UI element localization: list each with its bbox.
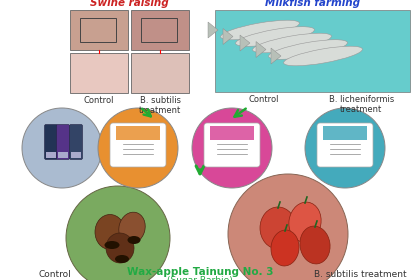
FancyBboxPatch shape (323, 126, 367, 140)
Text: B. subtilis
treatment: B. subtilis treatment (139, 96, 181, 115)
FancyBboxPatch shape (69, 125, 82, 160)
Text: Wax-apple Tainung No. 3: Wax-apple Tainung No. 3 (127, 267, 273, 277)
Text: (Sugar Barbie): (Sugar Barbie) (167, 276, 233, 280)
Polygon shape (256, 41, 266, 57)
FancyBboxPatch shape (131, 53, 189, 93)
Text: Milkfish farming: Milkfish farming (265, 0, 360, 8)
Ellipse shape (271, 230, 299, 266)
FancyBboxPatch shape (45, 125, 58, 160)
Ellipse shape (236, 27, 315, 46)
Text: B. subtilis treatment: B. subtilis treatment (314, 270, 406, 279)
Text: Control: Control (39, 270, 71, 279)
Circle shape (66, 186, 170, 280)
Circle shape (98, 108, 178, 188)
FancyBboxPatch shape (215, 10, 410, 92)
Ellipse shape (289, 202, 321, 242)
Polygon shape (271, 48, 281, 64)
Circle shape (22, 108, 102, 188)
Ellipse shape (220, 20, 299, 40)
Text: B. licheniformis
treatment: B. licheniformis treatment (328, 95, 394, 115)
Ellipse shape (268, 40, 347, 59)
Ellipse shape (284, 46, 362, 66)
FancyBboxPatch shape (131, 10, 189, 50)
FancyBboxPatch shape (58, 152, 68, 158)
FancyBboxPatch shape (70, 10, 128, 50)
FancyBboxPatch shape (57, 125, 69, 160)
Circle shape (228, 174, 348, 280)
Ellipse shape (252, 33, 331, 53)
Circle shape (192, 108, 272, 188)
Ellipse shape (106, 233, 134, 263)
Circle shape (305, 108, 385, 188)
FancyBboxPatch shape (116, 126, 160, 140)
Ellipse shape (115, 255, 129, 263)
Text: Control: Control (249, 95, 279, 104)
Ellipse shape (105, 241, 120, 249)
Ellipse shape (260, 207, 296, 249)
Ellipse shape (300, 226, 330, 264)
Polygon shape (223, 29, 233, 45)
FancyBboxPatch shape (110, 123, 166, 167)
Polygon shape (240, 35, 250, 51)
Text: Control: Control (84, 96, 114, 105)
FancyBboxPatch shape (71, 152, 81, 158)
Ellipse shape (128, 236, 141, 244)
FancyBboxPatch shape (204, 123, 260, 167)
Ellipse shape (95, 214, 125, 249)
Polygon shape (208, 22, 218, 38)
FancyBboxPatch shape (70, 53, 128, 93)
FancyBboxPatch shape (317, 123, 373, 167)
Text: Swine raising: Swine raising (90, 0, 169, 8)
Ellipse shape (119, 212, 145, 244)
FancyBboxPatch shape (46, 152, 56, 158)
FancyBboxPatch shape (210, 126, 254, 140)
